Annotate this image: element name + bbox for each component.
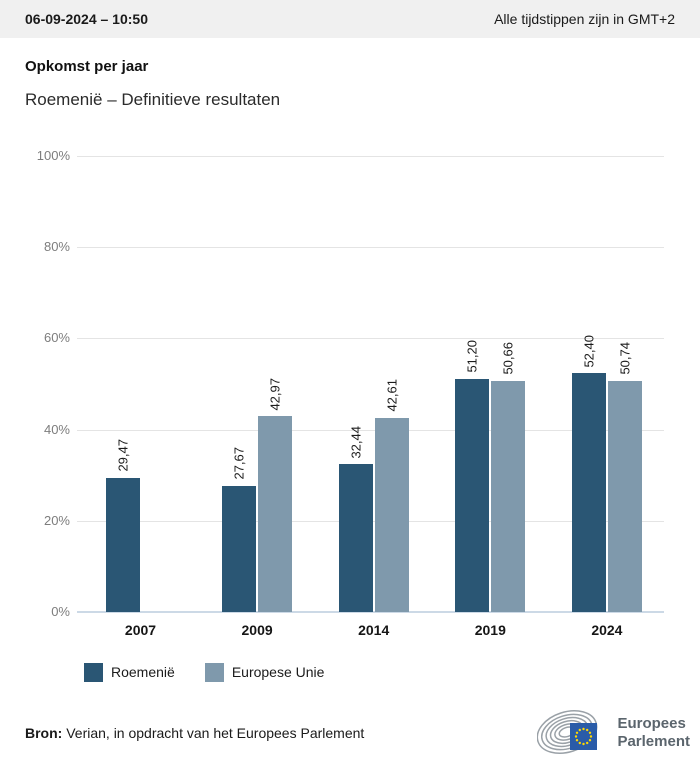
chart-gridline xyxy=(77,156,664,157)
bar-value-label: 29,47 xyxy=(115,439,130,472)
bar-value-label: 51,20 xyxy=(464,339,480,373)
legend-item: Europese Unie xyxy=(204,662,325,682)
bar-2007-roemenie xyxy=(105,477,140,612)
source-line: Bron: Verian, in opdracht van het Europe… xyxy=(25,725,364,741)
logo-line1: Europees xyxy=(617,715,686,732)
chart-gridline xyxy=(77,338,664,340)
legend-swatch xyxy=(84,662,103,682)
bar-value-label: 52,40 xyxy=(581,334,597,368)
bar-2014-roemenie xyxy=(338,464,373,612)
x-tick-label: 2014 xyxy=(358,622,390,638)
bar-2019-roemenie xyxy=(455,378,490,612)
chart-gridline xyxy=(77,429,664,431)
timezone-note: Alle tijdstippen zijn in GMT+2 xyxy=(494,11,675,27)
bar-2019-eu xyxy=(491,381,526,612)
bar-value-label: 50,74 xyxy=(617,342,633,375)
page-title: Opkomst per jaar xyxy=(25,58,149,75)
turnout-bar-chart: 0% 20% 40% 60% 80% 100% 2007 29,47 2009 27,67 42,9… xyxy=(0,140,700,640)
x-tick-label: 2019 xyxy=(474,622,506,638)
bar-2014-eu xyxy=(374,417,409,612)
source-label: Bron: xyxy=(25,725,63,741)
bar-value-label: 32,44 xyxy=(348,425,364,459)
bar-value-label: 27,67 xyxy=(231,447,247,480)
logo-text: Europees Parlement xyxy=(617,715,690,751)
legend-label: Roemenië xyxy=(111,664,175,680)
x-tick-label: 2009 xyxy=(241,622,273,638)
bar-2024-roemenie xyxy=(571,373,606,612)
european-parliament-logo: Europees Parlement xyxy=(537,708,690,757)
x-tick-label: 2024 xyxy=(591,622,623,638)
legend-swatch xyxy=(204,662,224,682)
header-bar: 06-09-2024 – 10:50 Alle tijdstippen zijn… xyxy=(0,0,700,38)
page-subtitle: Roemenië – Definitieve resultaten xyxy=(25,90,281,109)
y-tick-label: 20% xyxy=(43,512,70,528)
footer: Bron: Verian, in opdracht van het Europe… xyxy=(25,708,690,757)
logo-line2: Parlement xyxy=(617,733,690,750)
legend-item: Roemenië xyxy=(84,662,175,682)
x-axis-line xyxy=(77,611,664,613)
x-tick-label: 2007 xyxy=(124,622,157,638)
source-text: Verian, in opdracht van het Europees Par… xyxy=(62,725,365,741)
y-tick-label: 60% xyxy=(43,330,70,346)
chart-gridline xyxy=(77,247,664,249)
bar-2009-roemenie xyxy=(222,485,257,612)
report-datetime: 06-09-2024 – 10:50 xyxy=(25,11,148,27)
bar-value-label: 50,66 xyxy=(500,342,516,375)
bar-value-label: 42,97 xyxy=(267,377,283,411)
y-tick-label: 100% xyxy=(36,148,70,163)
legend-label: Europese Unie xyxy=(231,664,325,680)
bar-value-label: 42,61 xyxy=(384,379,400,412)
y-tick-label: 80% xyxy=(43,239,70,255)
y-tick-label: 0% xyxy=(51,604,70,619)
y-tick-label: 40% xyxy=(43,421,70,437)
legend: Roemenië Europese Unie xyxy=(84,662,700,682)
bar-2009-eu xyxy=(258,416,293,612)
eu-flag-icon xyxy=(570,723,598,750)
parliament-hemicycle-icon xyxy=(537,710,598,754)
bar-2024-eu xyxy=(607,380,642,612)
